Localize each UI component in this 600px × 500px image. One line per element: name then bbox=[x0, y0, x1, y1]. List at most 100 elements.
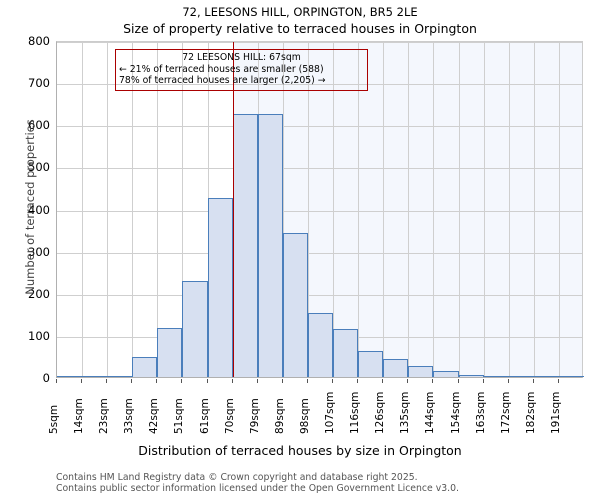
x-axis-tick-label: 154sqm bbox=[449, 391, 462, 434]
gridline-vertical bbox=[282, 42, 284, 377]
x-axis-tick-mark bbox=[56, 379, 57, 383]
histogram-bar bbox=[458, 374, 484, 377]
histogram-bar bbox=[257, 114, 283, 377]
gridline-vertical bbox=[132, 42, 134, 377]
gridline-vertical bbox=[408, 42, 410, 377]
property-size-marker-line bbox=[232, 42, 235, 377]
x-axis-tick-mark bbox=[382, 379, 384, 383]
gridline-vertical bbox=[433, 42, 435, 377]
gridline-horizontal bbox=[57, 168, 582, 170]
annotation-line-1: 72 LEESONS HILL: 67sqm bbox=[182, 52, 301, 63]
histogram-bar bbox=[57, 376, 83, 377]
histogram-bar bbox=[383, 359, 409, 377]
gridline-horizontal bbox=[57, 126, 582, 128]
gridline-horizontal bbox=[57, 210, 582, 212]
x-axis-tick-mark bbox=[106, 379, 108, 383]
x-axis-tick-mark bbox=[482, 379, 484, 383]
gridline-horizontal bbox=[57, 294, 582, 296]
x-axis-tick-label: 163sqm bbox=[474, 391, 487, 434]
histogram-bar bbox=[558, 376, 584, 377]
x-axis-tick-label: 14sqm bbox=[73, 398, 86, 434]
gridline-vertical bbox=[508, 42, 510, 377]
histogram-bar bbox=[307, 313, 334, 377]
gridline-vertical bbox=[307, 42, 309, 377]
property-annotation-box: 72 LEESONS HILL: 67sqm ← 21% of terraced… bbox=[115, 49, 368, 91]
x-axis-tick-label: 79sqm bbox=[248, 398, 261, 434]
y-axis-tick-label: 400 bbox=[28, 202, 50, 217]
x-axis-tick-label: 61sqm bbox=[198, 398, 211, 434]
gridline-vertical bbox=[383, 42, 385, 377]
histogram-bar bbox=[483, 376, 509, 377]
x-axis-tick-label: 116sqm bbox=[349, 391, 362, 434]
gridline-vertical bbox=[182, 42, 184, 377]
footer-attribution: Contains HM Land Registry data © Crown c… bbox=[56, 472, 596, 494]
x-axis-tick-mark bbox=[306, 379, 308, 383]
y-axis-tick-label: 800 bbox=[28, 34, 50, 48]
annotation-line-2: ← 21% of terraced houses are smaller (58… bbox=[119, 63, 324, 75]
x-axis-tick-label: 126sqm bbox=[374, 391, 387, 434]
histogram-bar bbox=[433, 371, 459, 377]
chart-title-block: 72, LEESONS HILL, ORPINGTON, BR5 2LE Siz… bbox=[0, 4, 600, 38]
histogram-bar bbox=[107, 375, 133, 377]
histogram-bar bbox=[182, 281, 208, 377]
gridline-vertical bbox=[458, 42, 460, 377]
x-axis-ticks: 5sqm 14sqm 23sqm 33sqm 42sqm 51sqm 61sqm 70sqm 7… bbox=[48, 379, 583, 434]
gridline-vertical bbox=[157, 42, 159, 377]
x-axis-tick-mark bbox=[557, 379, 559, 383]
x-axis-tick-label: 33sqm bbox=[123, 398, 136, 434]
gridline-vertical bbox=[107, 42, 109, 377]
x-axis-tick-mark bbox=[156, 379, 158, 383]
histogram-bar bbox=[358, 350, 384, 377]
x-axis-tick-mark bbox=[457, 379, 459, 383]
y-axis-tick-label: 600 bbox=[28, 118, 50, 133]
x-axis-tick-label: 23sqm bbox=[98, 398, 111, 434]
x-axis-tick-mark bbox=[432, 379, 434, 383]
x-axis-tick-mark bbox=[281, 379, 283, 383]
x-axis-tick-mark bbox=[357, 379, 359, 383]
x-axis-tick-label: 70sqm bbox=[223, 398, 236, 434]
chart-title-primary: 72, LEESONS HILL, ORPINGTON, BR5 2LE bbox=[182, 5, 418, 19]
x-axis-label: Distribution of terraced houses by size … bbox=[138, 443, 462, 458]
x-axis-tick-mark bbox=[181, 379, 183, 383]
x-axis-tick-mark bbox=[231, 379, 233, 383]
x-axis-tick-mark bbox=[507, 379, 509, 383]
x-axis-tick-mark bbox=[332, 379, 334, 383]
x-axis-tick-label: 135sqm bbox=[399, 391, 412, 434]
x-axis-tick-label: 5sqm bbox=[48, 404, 60, 434]
gridline-vertical bbox=[558, 42, 560, 377]
gridline-vertical bbox=[483, 42, 485, 377]
histogram-bar bbox=[207, 197, 233, 377]
y-axis-tick-label: 500 bbox=[28, 160, 50, 175]
histogram-bar bbox=[157, 327, 183, 377]
histogram-bar bbox=[82, 376, 108, 377]
gridline-vertical bbox=[358, 42, 360, 377]
x-axis-tick-mark bbox=[407, 379, 409, 383]
x-axis-tick-label: 51sqm bbox=[173, 398, 186, 434]
histogram-bar bbox=[232, 113, 258, 377]
x-axis-tick-label: 144sqm bbox=[424, 391, 437, 434]
x-axis-tick-label: 182sqm bbox=[524, 391, 537, 434]
x-axis-tick-mark bbox=[206, 379, 208, 383]
x-axis-tick-label: 172sqm bbox=[499, 391, 512, 434]
x-axis-tick-mark bbox=[81, 379, 83, 383]
x-axis-tick-mark bbox=[131, 379, 133, 383]
y-axis-label: Number of terraced properties bbox=[23, 119, 37, 295]
y-axis-tick-label: 300 bbox=[28, 244, 50, 259]
gridline-vertical bbox=[333, 42, 335, 377]
y-axis-tick-label: 700 bbox=[28, 76, 50, 91]
y-axis-tick-label: 100 bbox=[28, 328, 50, 343]
histogram-bar bbox=[408, 366, 434, 377]
plot-inner bbox=[57, 42, 584, 377]
gridline-horizontal bbox=[57, 84, 582, 86]
gridline-vertical bbox=[533, 42, 535, 377]
histogram-bar bbox=[132, 357, 158, 377]
y-axis-tick-label: 0 bbox=[42, 371, 50, 385]
x-axis-tick-label: 89sqm bbox=[273, 398, 286, 434]
histogram-bar bbox=[282, 233, 308, 377]
x-axis-tick-mark bbox=[532, 379, 534, 383]
y-axis-ticks: 0 100 200 300 400 500 600 700 800 bbox=[0, 34, 50, 385]
chart-title-secondary: Size of property relative to terraced ho… bbox=[123, 21, 477, 36]
annotation-line-3: 78% of terraced houses are larger (2,205… bbox=[119, 75, 326, 86]
x-axis-tick-label: 191sqm bbox=[549, 391, 562, 434]
